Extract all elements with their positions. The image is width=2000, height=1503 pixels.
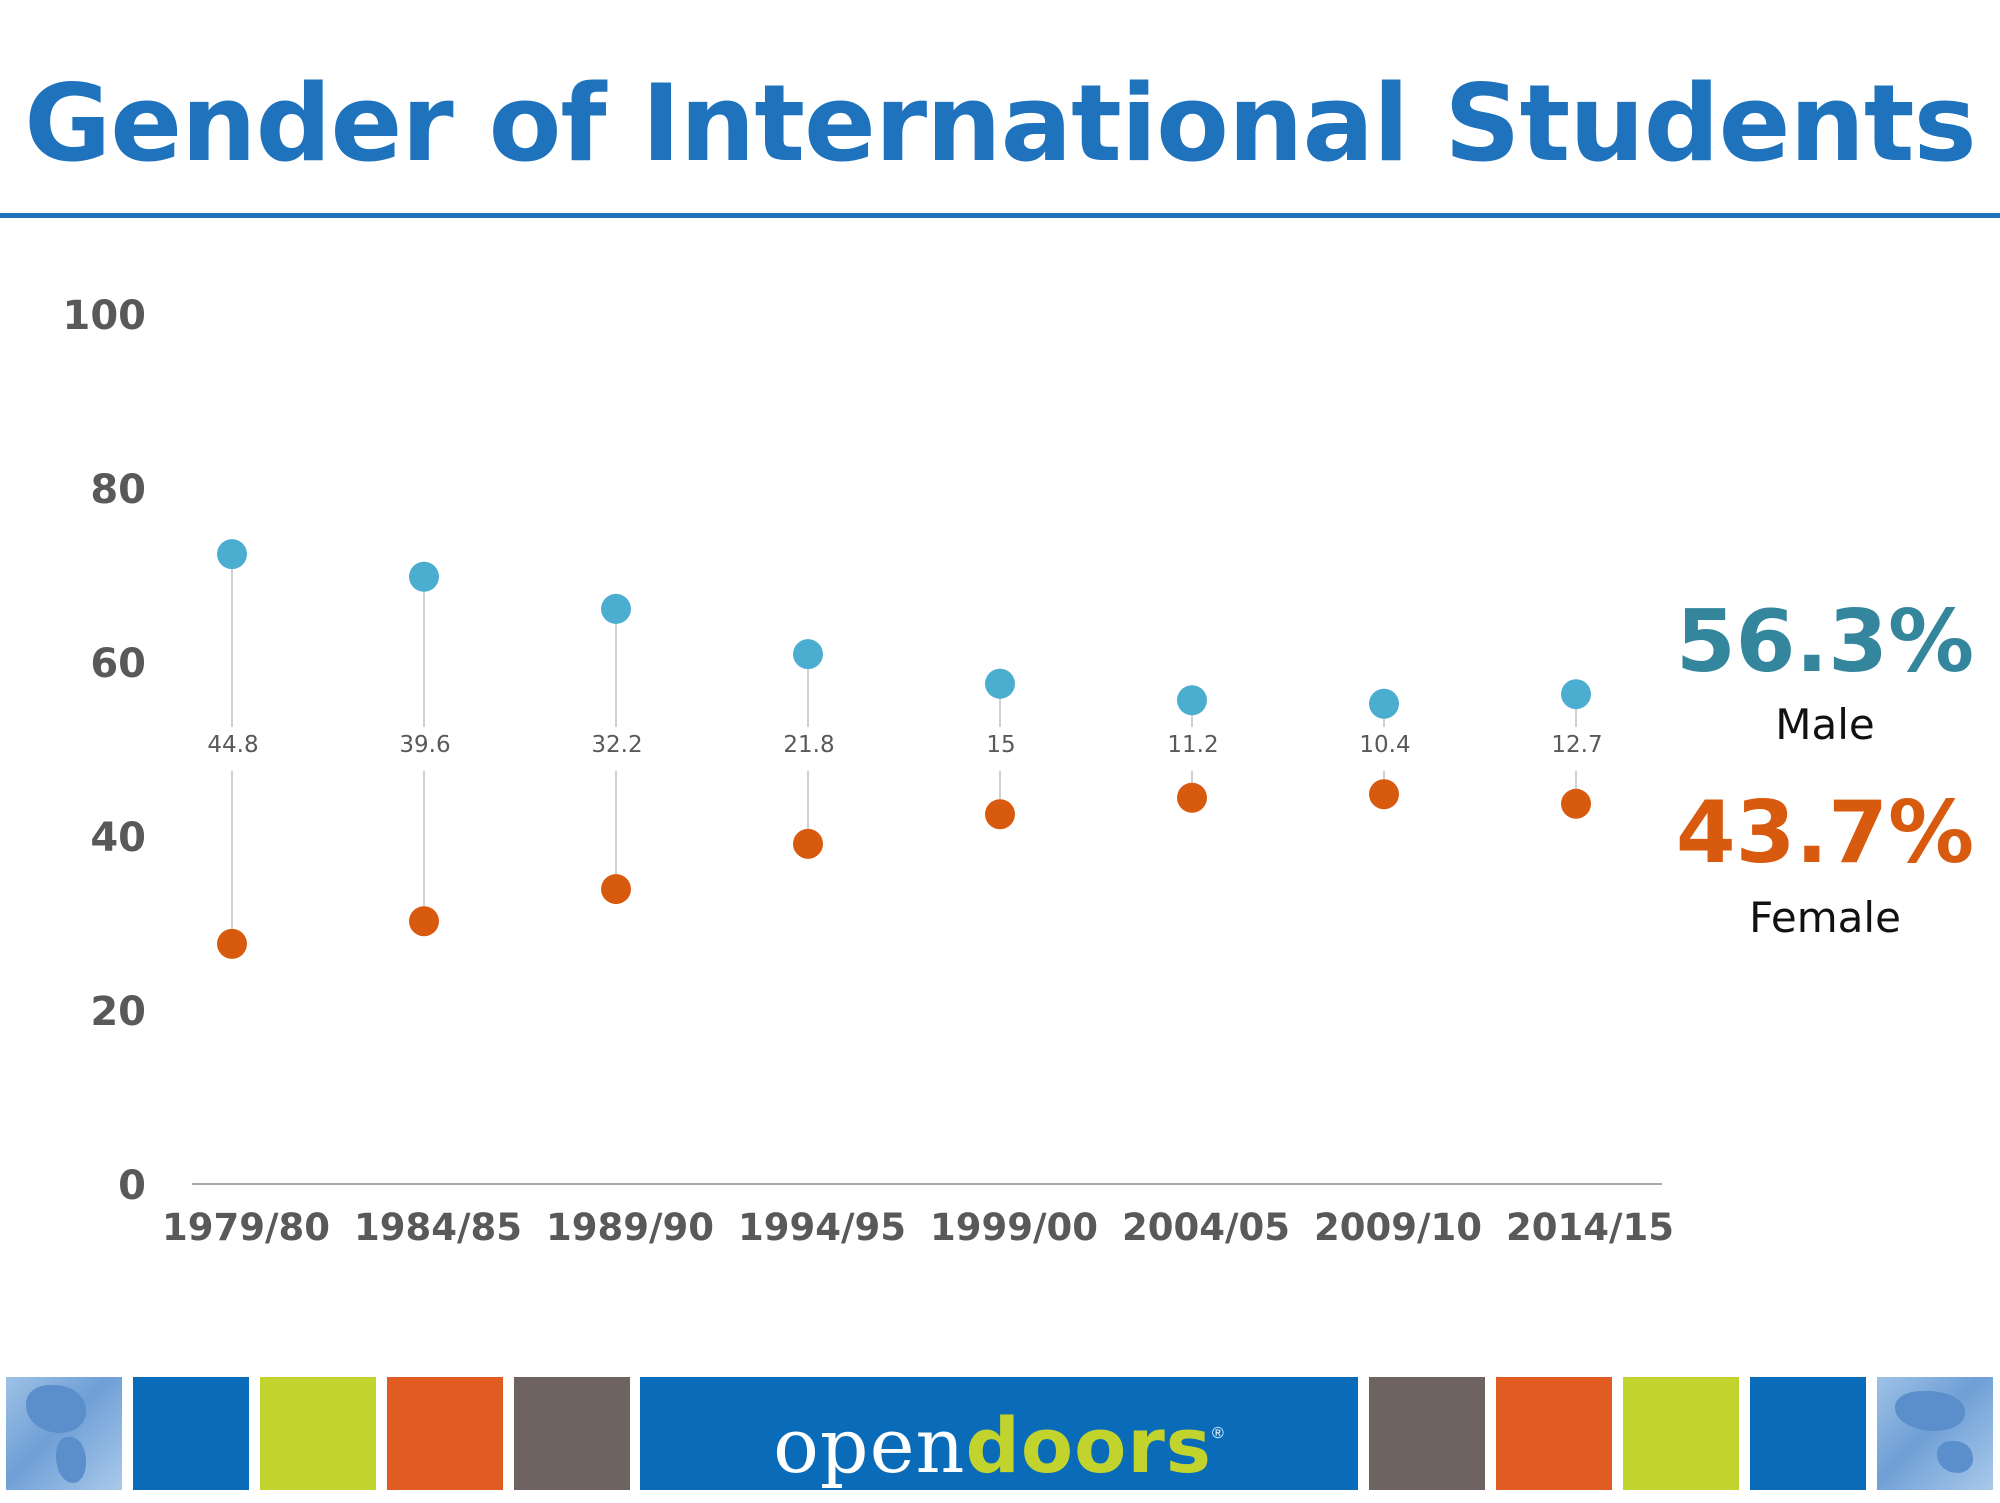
gray-tile — [514, 1377, 630, 1490]
y-tick-label: 80 — [90, 467, 146, 513]
footer-banner: opendoors® — [0, 1377, 2000, 1492]
female-point — [985, 799, 1015, 830]
y-tick-label: 0 — [118, 1163, 146, 1209]
male-point — [1177, 685, 1207, 716]
y-tick-label: 60 — [90, 641, 146, 687]
gap-data-label: 32.2 — [591, 732, 642, 758]
gap-data-label: 21.8 — [783, 732, 834, 758]
male-point — [409, 561, 439, 592]
logo-open-text: open — [773, 1401, 966, 1490]
gap-data-label: 11.2 — [1167, 732, 1218, 758]
dumbbell-chart: 0 20 40 60 80 100 1979/80 1984/85 1989/90 1994/9… — [63, 293, 1674, 1249]
female-label: Female — [1749, 893, 1901, 942]
gap-data-label: 10.4 — [1359, 732, 1410, 758]
registered-mark: ® — [1212, 1425, 1225, 1442]
x-tick-label: 2004/05 — [1122, 1206, 1290, 1249]
americas-map-icon — [6, 1377, 122, 1490]
gap-data-label: 12.7 — [1551, 732, 1602, 758]
female-percentage: 43.7% — [1675, 783, 1975, 883]
x-tick-label: 1989/90 — [546, 1206, 714, 1249]
male-point — [601, 593, 631, 624]
y-axis: 0 20 40 60 80 100 — [63, 293, 147, 1209]
blue-tile — [133, 1377, 249, 1490]
gap-data-label: 15 — [986, 732, 1015, 758]
orange-tile — [387, 1377, 503, 1490]
orange-tile — [1496, 1377, 1612, 1490]
x-tick-label: 1984/85 — [354, 1206, 522, 1249]
female-point — [601, 874, 631, 905]
female-point — [1369, 779, 1399, 810]
x-tick-label: 1994/95 — [738, 1206, 906, 1249]
male-label: Male — [1775, 700, 1875, 749]
gap-data-label: 44.8 — [207, 732, 258, 758]
green-tile — [260, 1377, 376, 1490]
y-tick-label: 40 — [90, 815, 146, 861]
male-point — [217, 539, 247, 570]
male-percentage: 56.3% — [1675, 592, 1975, 692]
y-tick-label: 100 — [63, 293, 147, 339]
female-point — [793, 828, 823, 859]
x-tick-label: 2009/10 — [1314, 1206, 1482, 1249]
blue-tile — [1750, 1377, 1866, 1490]
female-point — [409, 906, 439, 937]
male-point — [1561, 679, 1591, 710]
opendoors-logo: opendoors® — [640, 1377, 1358, 1490]
male-point — [793, 639, 823, 670]
x-tick-label: 1979/80 — [162, 1206, 330, 1249]
title-divider — [0, 213, 2000, 218]
world-map-icon — [1877, 1377, 1993, 1490]
y-tick-label: 20 — [90, 989, 146, 1035]
male-point — [985, 668, 1015, 699]
female-point — [217, 928, 247, 959]
chart-title: Gender of International Students — [24, 62, 1976, 185]
gap-data-label: 39.6 — [399, 732, 450, 758]
x-tick-label: 1999/00 — [930, 1206, 1098, 1249]
male-point — [1369, 688, 1399, 719]
female-point — [1561, 788, 1591, 819]
female-point — [1177, 782, 1207, 813]
x-axis: 1979/80 1984/85 1989/90 1994/95 1999/00 2004/… — [162, 1206, 1674, 1249]
x-tick-label: 2014/15 — [1506, 1206, 1674, 1249]
green-tile — [1623, 1377, 1739, 1490]
chart-marks: 44.8 39.6 32.2 21.8 15 11.2 10.4 12.7 — [207, 539, 1603, 959]
gray-tile — [1369, 1377, 1485, 1490]
logo-doors-text: doors — [965, 1401, 1213, 1490]
